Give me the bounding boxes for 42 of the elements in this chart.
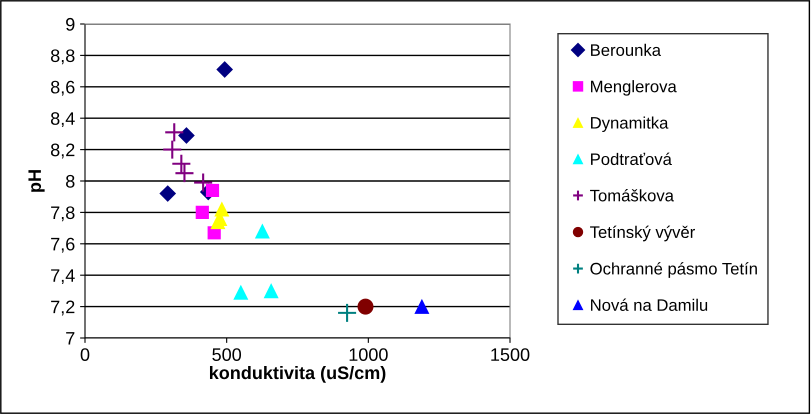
point <box>414 299 430 314</box>
point <box>196 206 209 219</box>
point <box>193 172 214 193</box>
y-tick-label: 8 <box>66 174 74 188</box>
y-tick-label: 8,2 <box>50 144 74 158</box>
point <box>210 214 226 230</box>
x-tick-label: 1000 <box>350 348 388 361</box>
y-tick-label: 7,6 <box>51 238 74 253</box>
x-tick-label: 1500 <box>491 348 530 361</box>
legend-label: Nová na Damilu <box>591 298 708 311</box>
legend-label: Podtraťová <box>591 152 672 166</box>
point <box>264 284 278 298</box>
y-tick-label: 8,8 <box>50 49 74 64</box>
legend-label: Berounka <box>591 44 662 56</box>
x-axis-title: konduktivita (uS/cm) <box>210 366 386 383</box>
point <box>162 140 182 160</box>
x-tick-label: 500 <box>212 348 242 361</box>
legend-label: Ochranné pásmo Tetín <box>590 262 757 278</box>
y-tick-label: 8,6 <box>50 80 74 96</box>
point <box>358 298 374 315</box>
legend-label: Tomáškova <box>590 189 674 202</box>
x-tick-label: 0 <box>80 348 90 361</box>
legend-label: Tetínský vývěr <box>590 226 695 242</box>
point <box>178 127 195 144</box>
point <box>171 154 192 174</box>
point <box>216 61 233 78</box>
y-tick-label: 7,4 <box>51 269 75 284</box>
point <box>164 122 184 142</box>
legend-label: Dynamitka <box>591 116 668 132</box>
legend-label: Menglerova <box>591 80 677 96</box>
point <box>206 184 220 198</box>
point <box>337 302 358 323</box>
y-tick-label: 7 <box>66 332 74 345</box>
y-axis-title: pH <box>28 170 45 192</box>
y-tick-label: 8,4 <box>50 112 75 128</box>
y-tick-label: 9 <box>66 18 74 31</box>
point <box>174 163 195 184</box>
y-tick-label: 7,8 <box>51 206 74 222</box>
point <box>160 185 176 202</box>
y-tick-label: 7,2 <box>51 300 74 316</box>
point <box>255 224 270 239</box>
point <box>234 285 248 300</box>
